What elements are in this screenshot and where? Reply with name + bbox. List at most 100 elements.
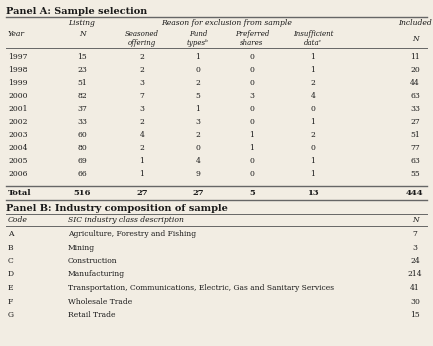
Text: C: C (8, 257, 14, 265)
Text: 0: 0 (196, 144, 200, 152)
Text: 5: 5 (249, 189, 255, 197)
Text: 1998: 1998 (8, 66, 28, 74)
Text: 77: 77 (410, 144, 420, 152)
Text: D: D (8, 271, 14, 279)
Text: N: N (79, 30, 85, 38)
Text: 0: 0 (249, 79, 255, 87)
Text: 0: 0 (249, 118, 255, 126)
Text: 1: 1 (310, 118, 315, 126)
Text: 20: 20 (410, 66, 420, 74)
Text: 15: 15 (77, 53, 87, 61)
Text: Agriculture, Forestry and Fishing: Agriculture, Forestry and Fishing (68, 230, 196, 238)
Text: 3: 3 (413, 244, 417, 252)
Text: 27: 27 (410, 118, 420, 126)
Text: SIC industry class description: SIC industry class description (68, 216, 184, 224)
Text: Code: Code (8, 216, 28, 224)
Text: 30: 30 (410, 298, 420, 306)
Text: 55: 55 (410, 170, 420, 178)
Text: 5: 5 (196, 92, 200, 100)
Text: Year: Year (8, 30, 25, 38)
Text: 69: 69 (77, 157, 87, 165)
Text: 7: 7 (413, 230, 417, 238)
Text: 24: 24 (410, 257, 420, 265)
Text: 82: 82 (77, 92, 87, 100)
Text: 2: 2 (196, 79, 200, 87)
Text: 7: 7 (139, 92, 145, 100)
Text: N: N (412, 35, 418, 43)
Text: 51: 51 (410, 131, 420, 139)
Text: E: E (8, 284, 13, 292)
Text: 2: 2 (196, 131, 200, 139)
Text: 1: 1 (310, 53, 315, 61)
Text: 4: 4 (310, 92, 315, 100)
Text: 15: 15 (410, 311, 420, 319)
Text: 80: 80 (77, 144, 87, 152)
Text: 2000: 2000 (8, 92, 28, 100)
Text: 66: 66 (77, 170, 87, 178)
Text: 1: 1 (139, 157, 145, 165)
Text: 444: 444 (406, 189, 424, 197)
Text: Listing: Listing (68, 19, 95, 27)
Text: 2: 2 (139, 53, 145, 61)
Text: 516: 516 (73, 189, 91, 197)
Text: 60: 60 (77, 131, 87, 139)
Text: Wholesale Trade: Wholesale Trade (68, 298, 132, 306)
Text: 4: 4 (139, 131, 145, 139)
Text: Panel A: Sample selection: Panel A: Sample selection (6, 7, 147, 16)
Text: F: F (8, 298, 13, 306)
Text: 51: 51 (77, 79, 87, 87)
Text: Manufacturing: Manufacturing (68, 271, 125, 279)
Text: 2: 2 (139, 66, 145, 74)
Text: 1: 1 (310, 157, 315, 165)
Text: 0: 0 (310, 144, 315, 152)
Text: 13: 13 (307, 189, 319, 197)
Text: Construction: Construction (68, 257, 118, 265)
Text: 11: 11 (410, 53, 420, 61)
Text: 4: 4 (196, 157, 200, 165)
Text: 2: 2 (310, 131, 315, 139)
Text: 2001: 2001 (8, 105, 28, 113)
Text: Transportation, Communications, Electric, Gas and Sanitary Services: Transportation, Communications, Electric… (68, 284, 334, 292)
Text: 3: 3 (196, 118, 200, 126)
Text: 2005: 2005 (8, 157, 28, 165)
Text: N: N (412, 216, 418, 224)
Text: Retail Trade: Retail Trade (68, 311, 116, 319)
Text: Preferred
shares: Preferred shares (235, 30, 269, 47)
Text: 2: 2 (139, 118, 145, 126)
Text: 0: 0 (249, 157, 255, 165)
Text: 3: 3 (139, 105, 145, 113)
Text: 63: 63 (410, 157, 420, 165)
Text: Fund
typesᵇ: Fund typesᵇ (187, 30, 209, 47)
Text: 23: 23 (77, 66, 87, 74)
Text: 1: 1 (310, 66, 315, 74)
Text: 1: 1 (139, 170, 145, 178)
Text: 1997: 1997 (8, 53, 28, 61)
Text: 0: 0 (249, 53, 255, 61)
Text: 0: 0 (249, 170, 255, 178)
Text: 1: 1 (196, 105, 200, 113)
Text: 1: 1 (249, 144, 255, 152)
Text: 0: 0 (249, 105, 255, 113)
Text: 0: 0 (196, 66, 200, 74)
Text: Mining: Mining (68, 244, 95, 252)
Text: A: A (8, 230, 13, 238)
Text: 0: 0 (310, 105, 315, 113)
Text: 0: 0 (249, 66, 255, 74)
Text: 63: 63 (410, 92, 420, 100)
Text: 1: 1 (310, 170, 315, 178)
Text: Panel B: Industry composition of sample: Panel B: Industry composition of sample (6, 204, 228, 213)
Text: G: G (8, 311, 14, 319)
Text: 41: 41 (410, 284, 420, 292)
Text: 2003: 2003 (8, 131, 28, 139)
Text: 1999: 1999 (8, 79, 28, 87)
Text: Insufficient
dataᶜ: Insufficient dataᶜ (293, 30, 333, 47)
Text: 33: 33 (77, 118, 87, 126)
Text: 3: 3 (249, 92, 255, 100)
Text: 2: 2 (139, 144, 145, 152)
Text: 37: 37 (77, 105, 87, 113)
Text: 1: 1 (196, 53, 200, 61)
Text: Total: Total (8, 189, 32, 197)
Text: 2002: 2002 (8, 118, 28, 126)
Text: 9: 9 (196, 170, 200, 178)
Text: Reason for exclusion from sample: Reason for exclusion from sample (161, 19, 292, 27)
